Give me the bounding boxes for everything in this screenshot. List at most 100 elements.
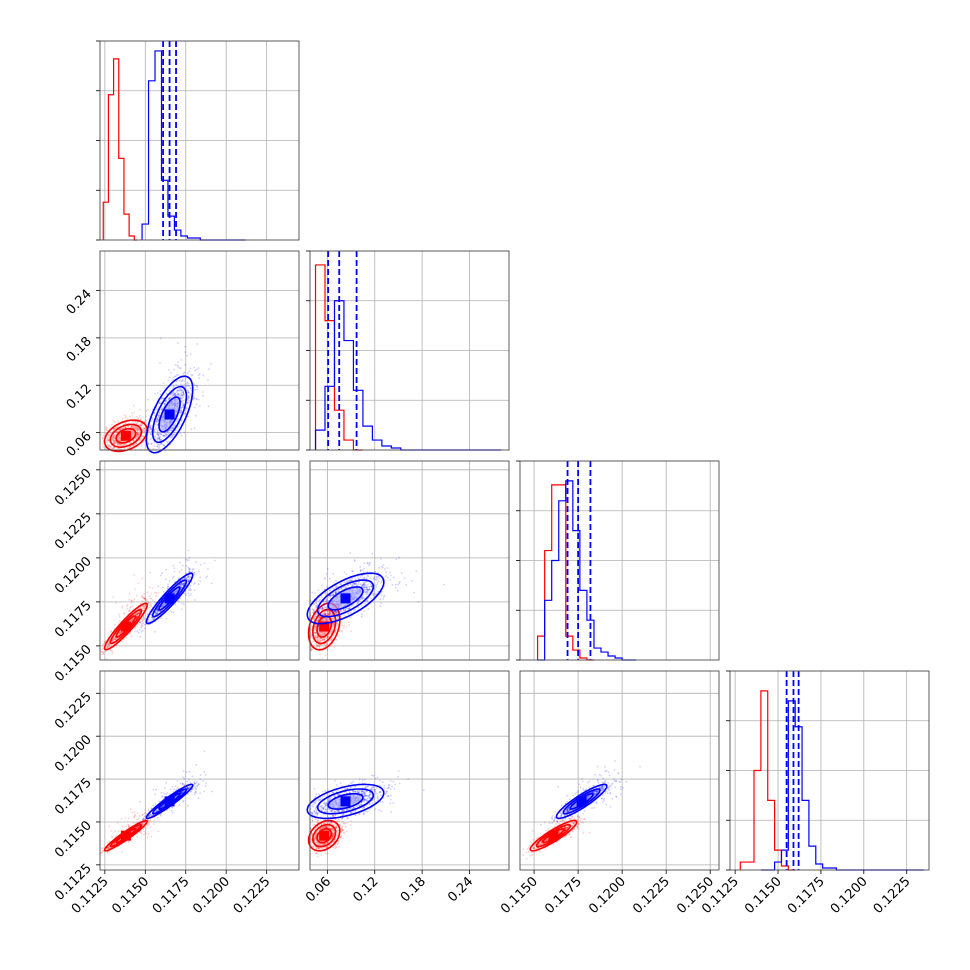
scatter-point — [168, 432, 171, 435]
scatter-point — [131, 412, 133, 414]
scatter-point — [376, 581, 379, 584]
peak-marker-red — [120, 621, 131, 632]
scatter-point — [180, 389, 183, 392]
scatter-point — [125, 637, 128, 639]
scatter-point — [185, 385, 187, 388]
scatter-point — [176, 389, 179, 391]
scatter-point — [180, 568, 183, 571]
histogram-panel-2 — [519, 460, 720, 661]
scatter-point — [161, 572, 163, 575]
scatter-point — [186, 575, 189, 578]
scatter-point — [167, 379, 170, 382]
scatter-point — [149, 426, 152, 429]
scatter-point — [127, 425, 129, 428]
scatter-point — [187, 566, 190, 569]
scatter-point — [149, 602, 152, 604]
scatter-point — [134, 420, 137, 423]
scatter-point — [415, 570, 418, 572]
scatter-point — [197, 583, 200, 586]
scatter-point — [167, 585, 169, 587]
scatter-point — [105, 428, 107, 431]
scatter-point — [371, 552, 374, 555]
scatter-point — [147, 431, 150, 433]
scatter-point — [176, 364, 179, 367]
scatter-point — [383, 568, 386, 570]
scatter-point — [142, 622, 145, 625]
scatter-point — [157, 447, 160, 449]
scatter-point — [170, 429, 173, 431]
scatter-point — [137, 427, 139, 430]
scatter-point — [341, 624, 344, 627]
scatter-point — [193, 427, 196, 430]
histogram-blue — [141, 50, 246, 241]
scatter-point — [137, 622, 140, 625]
scatter-point — [188, 589, 190, 592]
histogram-panel-3 — [729, 670, 930, 871]
scatter-point — [138, 423, 141, 426]
scatter-point — [135, 422, 138, 424]
scatter-point — [178, 388, 181, 390]
scatter-point — [171, 426, 174, 429]
scatter-point — [413, 591, 415, 594]
scatter-point — [128, 446, 131, 448]
scatter-point — [174, 392, 177, 395]
scatter-point — [171, 394, 174, 397]
scatter-point — [188, 568, 191, 570]
scatter-point — [193, 571, 195, 574]
scatter-point — [169, 372, 172, 374]
scatter-point — [189, 393, 192, 395]
scatter-point — [181, 582, 184, 585]
scatter-point — [109, 649, 112, 652]
scatter-point — [192, 383, 195, 385]
scatter-point — [147, 408, 149, 411]
scatter-point — [194, 573, 196, 576]
scatter-point — [115, 442, 117, 445]
scatter-point — [362, 577, 364, 580]
scatter-point — [141, 424, 143, 427]
scatter-point — [114, 624, 117, 626]
scatter-point — [113, 439, 116, 442]
scatter-point — [131, 426, 134, 429]
peak-marker-red — [120, 430, 131, 441]
scatter-point — [158, 443, 161, 446]
scatter-point — [385, 571, 387, 574]
scatter-point — [363, 610, 365, 612]
grid-lines — [100, 40, 299, 240]
scatter-point — [150, 420, 153, 423]
scatter-point — [150, 442, 153, 445]
scatter-point — [345, 626, 348, 628]
scatter-point — [373, 576, 376, 578]
scatter-point — [111, 650, 114, 653]
scatter-point — [136, 432, 139, 435]
histogram-red — [314, 264, 363, 451]
scatter-point — [139, 418, 142, 421]
scatter-point — [154, 430, 156, 433]
scatter-point — [168, 376, 171, 379]
scatter-point — [197, 367, 200, 369]
scatter-point — [141, 432, 144, 434]
scatter-point — [333, 645, 336, 648]
scatter-point — [140, 424, 142, 427]
scatter-point — [148, 586, 151, 589]
scatter-point — [382, 598, 384, 600]
scatter-point — [380, 602, 383, 604]
scatter-point — [395, 558, 398, 560]
scatter-point — [197, 398, 200, 401]
scatter-point — [107, 437, 109, 440]
scatter-point — [321, 657, 323, 660]
scatter-point — [210, 582, 213, 585]
scatter-point — [178, 570, 181, 573]
scatter-point — [132, 439, 135, 442]
scatter-point — [154, 591, 156, 594]
scatter-point — [117, 447, 119, 450]
scatter-point — [142, 426, 145, 429]
scatter-point — [187, 399, 190, 402]
scatter-point — [123, 444, 125, 447]
scatter-point — [189, 587, 192, 590]
scatter-point — [176, 392, 179, 395]
scatter-point — [141, 435, 144, 438]
scatter-point — [182, 391, 185, 394]
scatter-point — [342, 627, 345, 629]
scatter-point — [184, 345, 187, 348]
scatter-point — [180, 393, 183, 396]
